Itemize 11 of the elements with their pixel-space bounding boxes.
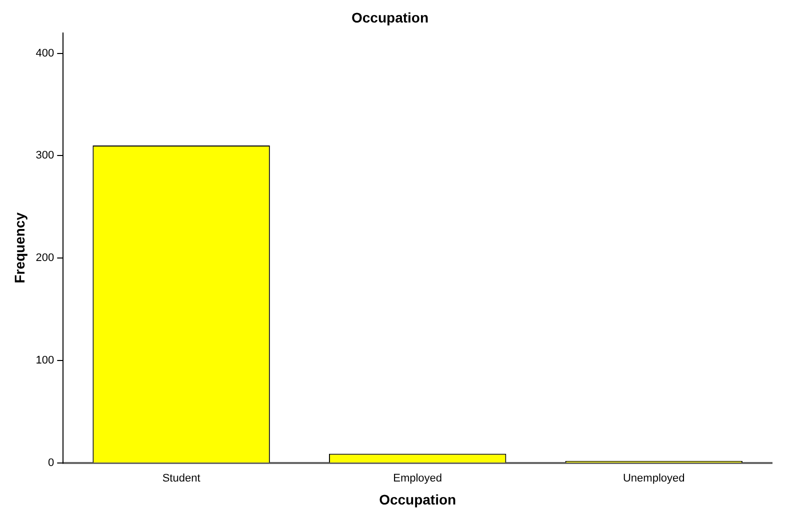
x-tick-label: Employed [393,472,442,485]
y-tick-label: 400 [36,47,54,60]
y-axis-title: Frequency [11,212,28,284]
chart-title: Occupation [351,9,429,26]
y-tick-label: 100 [36,354,54,367]
x-tick-label: Unemployed [622,472,685,485]
y-tick-label: 300 [36,150,54,162]
x-tick-label: Student [162,472,200,485]
y-tick-label: 200 [36,252,54,264]
x-axis-title: Occupation [379,491,456,508]
y-tick-label: 0 [48,457,54,470]
